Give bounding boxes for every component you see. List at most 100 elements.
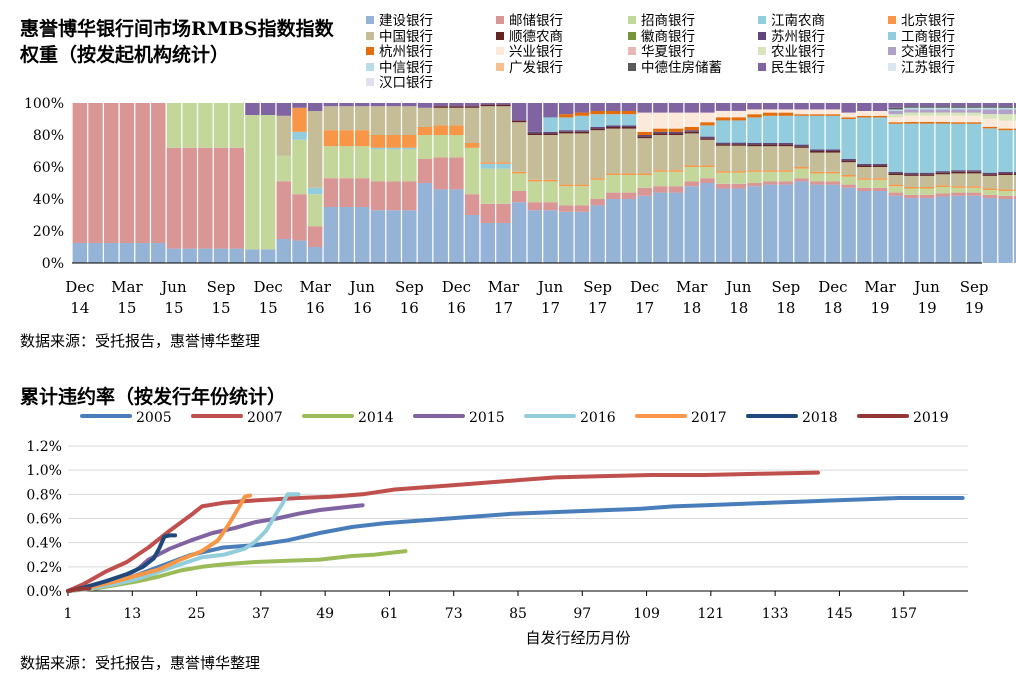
bar-segment-中信银行	[951, 107, 966, 110]
bar-segment-杭州银行	[841, 117, 856, 119]
bar-segment-苏州银行	[810, 149, 825, 151]
bar-segment-北京银行	[668, 170, 684, 172]
bar-segment-杭州银行	[700, 122, 715, 126]
bar-segment-北京银行	[982, 188, 998, 191]
x-tick-label-year: 18	[682, 299, 701, 317]
x-tick-label-year: 15	[164, 299, 183, 317]
bar-segment-北京银行	[731, 171, 747, 173]
legend-label: 2014	[358, 410, 394, 426]
bar-segment-民生银行	[386, 103, 401, 107]
bar-segment-招商银行	[715, 172, 731, 184]
bar-segment-招商银行	[166, 103, 182, 148]
y-tick-label: 0.6%	[26, 512, 62, 528]
x-tick-label-year: 16	[447, 299, 466, 317]
bar-segment-工商银行	[762, 115, 778, 143]
bar-segment-招商银行	[684, 167, 699, 182]
bar-segment-工商银行	[982, 128, 998, 173]
bar-segment-北京银行	[574, 184, 590, 187]
bar-segment-建设银行	[590, 205, 605, 263]
bar-segment-中德住房储蓄	[951, 106, 966, 108]
y-tick-label: 100%	[24, 96, 64, 112]
bar-segment-建设银行	[684, 186, 699, 263]
legend-label: 中德住房储蓄	[641, 59, 722, 76]
bar-segment-建设银行	[166, 248, 182, 263]
bar-segment-民生银行	[307, 103, 323, 111]
bar-segment-邮储银行	[559, 205, 574, 212]
bar-segment-北京银行	[951, 186, 966, 188]
bar-segment-建设银行	[951, 195, 966, 263]
bar-segment-北京银行	[464, 143, 480, 148]
legend-label: 汉口银行	[379, 75, 433, 91]
bar-segment-北京银行	[794, 167, 809, 169]
x-tick-label: 133	[762, 606, 789, 622]
bar-segment-邮储银行	[496, 203, 511, 223]
bar-segment-中国银行	[935, 174, 950, 186]
legend-label: 工商银行	[901, 28, 955, 45]
x-tick-label-month: Sep	[395, 278, 424, 296]
bar-segment-兴业银行	[935, 115, 950, 123]
bar-segment-北京银行	[417, 127, 433, 135]
bar-segment-北京银行	[762, 170, 778, 172]
bar-segment-交通银行	[966, 109, 982, 113]
bar-segment-建设银行	[574, 211, 590, 263]
bar-segment-建设银行	[151, 243, 166, 263]
x-tick-label-month: Mar	[676, 278, 708, 296]
legend-swatch	[366, 16, 374, 24]
x-tick-label-month: Jun	[912, 278, 940, 296]
bar-segment-顺德农商	[496, 104, 511, 107]
legend-label: 农业银行	[771, 44, 825, 60]
bar-segment-邮储银行	[543, 202, 558, 211]
bar-segment-邮储银行	[339, 178, 354, 207]
y-tick-label: 0.0%	[26, 584, 62, 600]
bar-segment-民生银行	[794, 103, 809, 110]
bar-segment-建设银行	[198, 248, 213, 263]
bar-segment-顺德农商	[747, 144, 762, 147]
bar-segment-招商银行	[276, 155, 292, 182]
bar-segment-北京银行	[606, 173, 621, 175]
bar-segment-建设银行	[888, 195, 903, 263]
series-line-2007	[66, 470, 820, 593]
legend-swatch	[366, 62, 374, 71]
bar-segment-苏州银行	[684, 130, 699, 132]
bar-segment-苏州银行	[935, 171, 950, 173]
x-tick-label: 49	[316, 606, 334, 622]
legend-item: 农业银行	[758, 44, 825, 60]
stacked-bar-chart: 0% 20% 40% 60% 80% 100% Dec 14 Mar 15 Jun 15 Sep 15 De…	[24, 96, 1016, 317]
bar-segment-民生银行	[700, 103, 715, 113]
bar-segment-苏州银行	[621, 125, 637, 127]
bar-segment-北京银行	[904, 186, 919, 189]
bar-segment-邮储银行	[888, 192, 903, 196]
bar-segment-中国银行	[496, 106, 511, 163]
bar-segment-建设银行	[935, 196, 950, 263]
legend-swatch	[366, 31, 374, 40]
bar-segment-北京银行	[402, 135, 417, 148]
x-tick-label-month: Sep	[583, 278, 612, 296]
bar-segment-邮储银行	[637, 187, 652, 196]
bar-segment-邮储银行	[1014, 195, 1016, 199]
bar-segment-北京银行	[841, 175, 856, 177]
bar-segment-邮储银行	[276, 181, 292, 239]
bar-segment-中国银行	[778, 146, 794, 171]
bar-segment-招商银行	[198, 103, 213, 148]
bar-segment-邮储银行	[88, 103, 103, 243]
bar-segment-杭州银行	[731, 117, 747, 121]
legend-item: 交通银行	[888, 44, 955, 60]
legend-swatch	[758, 31, 766, 40]
bar-segment-交通银行	[935, 109, 950, 113]
bar-segment-中国银行	[511, 122, 527, 172]
bar-segment-顺德农商	[511, 120, 527, 123]
bar-segment-邮储银行	[747, 183, 762, 187]
bar-segment-杭州银行	[966, 122, 982, 124]
legend-label: 广发银行	[509, 59, 563, 76]
bar-segment-工商银行	[543, 117, 558, 132]
bar-segment-邮储银行	[527, 202, 543, 211]
bar-segment-邮储银行	[810, 181, 825, 185]
bar-segment-工商银行	[794, 115, 809, 145]
x-tick-label-month: Dec	[818, 278, 847, 296]
bar-segment-民生银行	[872, 103, 888, 111]
bar-segment-工商银行	[998, 130, 1013, 172]
bar-segment-杭州银行	[872, 115, 888, 118]
legend-label: 2005	[136, 410, 172, 426]
bar-segment-工商银行	[841, 119, 856, 159]
bar-segment-顺德农商	[966, 171, 982, 174]
